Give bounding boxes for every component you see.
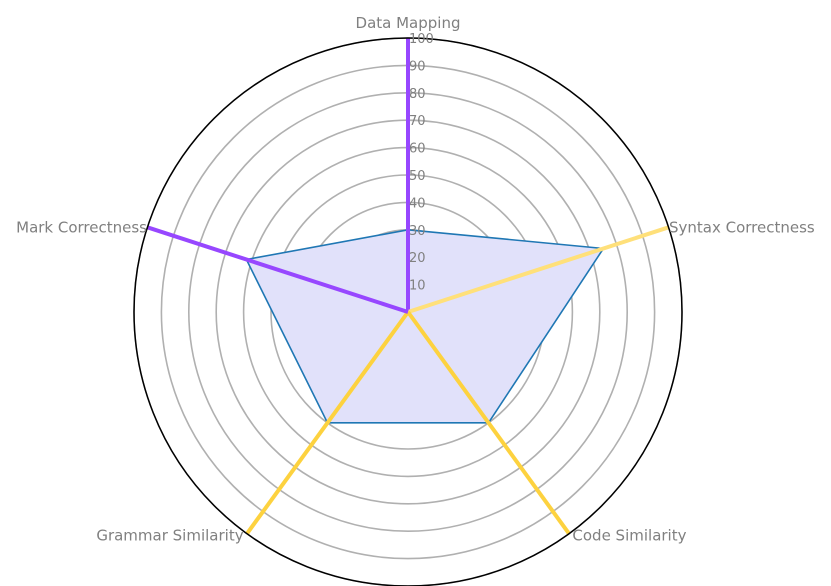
axis-labels: Data Mapping Syntax Correctness Code Simil… xyxy=(16,14,815,545)
tick-label-50: 50 xyxy=(409,169,426,184)
tick-label-20: 20 xyxy=(409,251,426,266)
tick-label-90: 90 xyxy=(409,59,426,74)
tick-label-80: 80 xyxy=(409,87,426,102)
tick-label-60: 60 xyxy=(409,142,426,157)
tick-label-30: 30 xyxy=(409,224,426,239)
axis-label-code-similarity: Code Similarity xyxy=(572,527,686,545)
spoke-grammar-similarity xyxy=(245,310,410,535)
axis-spokes xyxy=(146,38,670,535)
axis-label-syntax-correctness: Syntax Correctness xyxy=(669,218,815,236)
tick-label-100: 100 xyxy=(409,32,434,47)
axis-label-mark-correctness: Mark Correctness xyxy=(16,218,147,236)
axis-label-data-mapping: Data Mapping xyxy=(356,14,461,32)
radial-tick-labels: 10 20 30 40 50 60 70 80 90 100 xyxy=(409,32,434,294)
tick-label-10: 10 xyxy=(409,279,426,294)
spoke-mark-correctness xyxy=(146,225,409,314)
tick-label-70: 70 xyxy=(409,114,426,129)
tick-label-40: 40 xyxy=(409,196,426,211)
spoke-syntax-correctness xyxy=(407,225,670,314)
axis-label-grammar-similarity: Grammar Similarity xyxy=(96,527,243,545)
spoke-code-similarity xyxy=(406,310,571,535)
outer-frame-circle xyxy=(133,37,683,586)
